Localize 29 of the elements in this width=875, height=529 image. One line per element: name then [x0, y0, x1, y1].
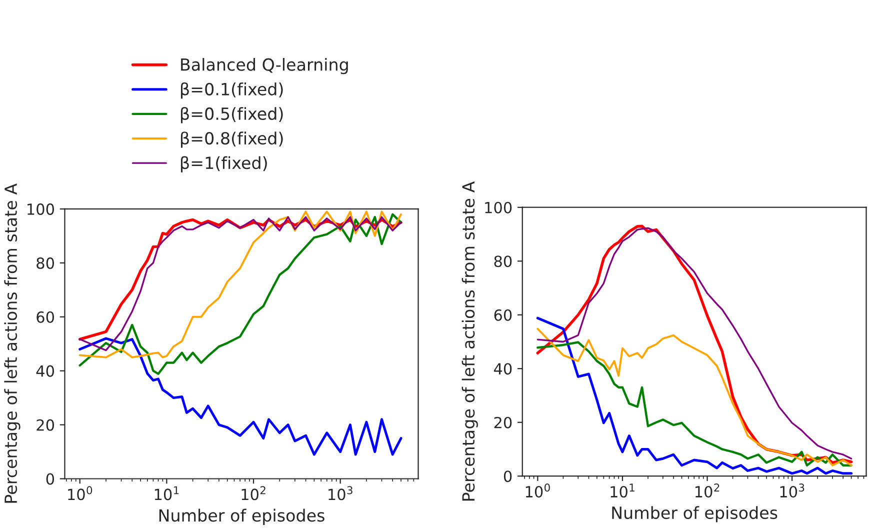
x-tick-label: 10$^{2}$	[242, 486, 266, 500]
y-tick-label: 40	[36, 365, 54, 377]
y-axis-title: Percentage of left actions from state A	[462, 181, 478, 501]
legend-label: β=0.8(fixed)	[181, 132, 283, 148]
x-tick-label: 10$^{0}$	[526, 484, 550, 498]
legend-label: β=0.1(fixed)	[181, 82, 283, 99]
y-tick-label: 20	[36, 419, 54, 431]
y-tick-label: 0	[46, 473, 54, 485]
y-tick-label: 0	[504, 470, 512, 482]
y-tick-label: 20	[494, 416, 512, 428]
y-tick-label: 100	[485, 202, 512, 214]
x-tick-label: 10$^{3}$	[780, 484, 804, 498]
x-tick-label: 10$^{2}$	[695, 484, 720, 498]
x-axis-title: Number of episodes	[612, 506, 778, 522]
y-tick-label: 80	[494, 256, 512, 268]
legend-label: β=1(fixed)	[181, 156, 267, 172]
y-tick-label: 80	[36, 257, 54, 269]
x-tick-label: 10$^{3}$	[328, 486, 352, 500]
y-tick-label: 100	[28, 203, 54, 215]
x-tick-label: 10$^{1}$	[154, 486, 179, 500]
legend-label: β=0.5(fixed)	[181, 107, 283, 124]
x-tick-label: 10$^{0}$	[68, 486, 92, 500]
y-tick-label: 60	[494, 309, 512, 321]
y-axis-title: Percentage of left actions from state A	[4, 184, 20, 503]
y-tick-label: 60	[36, 311, 54, 323]
y-tick-label: 40	[494, 363, 512, 375]
x-tick-label: 10$^{1}$	[610, 484, 634, 498]
legend-label: Balanced Q-learning	[181, 58, 348, 74]
x-axis-title: Number of episodes	[159, 508, 324, 525]
